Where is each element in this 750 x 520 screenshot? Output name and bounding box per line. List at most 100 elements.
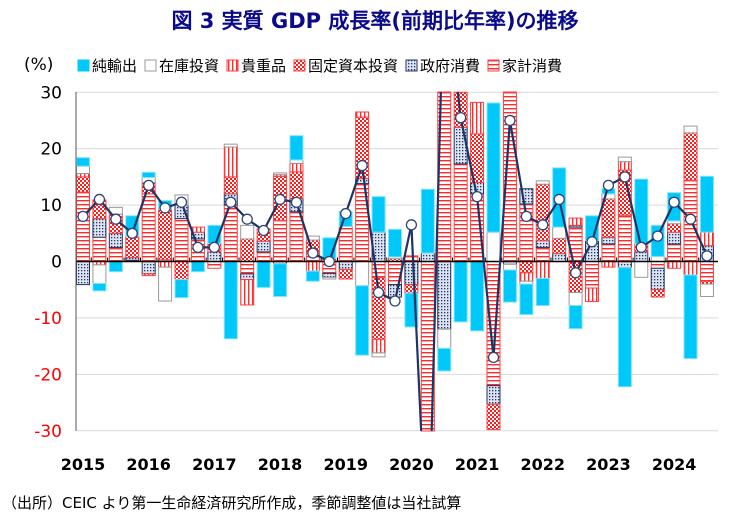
bar-stack (699, 175, 714, 297)
legend-label: 政府消費 (420, 57, 480, 75)
bar-household (617, 214, 632, 262)
bar-stack (552, 167, 567, 263)
footnote: （出所）CEIC より第一生命経済研究所作成，季節調整値は当社試算 (2, 494, 461, 512)
gdp-growth-line-segment (410, 224, 423, 432)
bar-fixed (650, 289, 665, 298)
bar-net_exports (387, 228, 402, 258)
bar-stack (174, 194, 189, 299)
gdp-point (93, 193, 106, 206)
bar-inventory (650, 255, 665, 262)
gdp-point (323, 255, 335, 268)
gdp-growth-line-segment (689, 218, 708, 257)
gdp-point (208, 241, 221, 254)
bar-net_exports (683, 274, 698, 360)
bar-household (256, 251, 271, 262)
bar-fixed (338, 268, 353, 280)
gdp-point (487, 351, 500, 364)
x-year-label: 2018 (258, 455, 303, 474)
bar-stack (355, 111, 370, 356)
bar-fixed (667, 223, 682, 233)
bar-net_exports (273, 263, 288, 297)
bar-gov (634, 251, 649, 262)
gdp-point (307, 247, 319, 259)
bar-inventory (305, 235, 320, 241)
bar-stack (634, 178, 649, 278)
bar-inventory (76, 165, 90, 174)
legend-swatch-household (487, 59, 500, 72)
bar-net_exports (486, 102, 501, 233)
x-year-label: 2023 (586, 455, 631, 474)
bar-net_exports (174, 279, 189, 299)
y-tick-label: -30 (34, 422, 62, 442)
gdp-point (684, 213, 697, 225)
y-tick-label: -20 (34, 365, 62, 385)
bar-net_exports (470, 261, 485, 332)
bar-inventory (486, 231, 501, 262)
bar-net_exports (355, 285, 370, 356)
bar-gov (207, 251, 222, 262)
legend-swatch-net_exports (77, 59, 90, 72)
legend-label: 固定資本投資 (308, 57, 398, 75)
bar-valuables (76, 172, 90, 178)
bar-net_exports (519, 283, 534, 316)
bar-gov (650, 267, 665, 291)
bar-fixed (552, 237, 567, 255)
bar-net_exports (305, 270, 320, 282)
bar-inventory (502, 263, 517, 271)
bar-valuables (355, 111, 370, 118)
bar-gov (552, 253, 567, 263)
gdp-point (652, 230, 664, 242)
bar-net_exports (92, 283, 107, 292)
bar-gov (108, 232, 123, 248)
y-tick-label: 20 (40, 140, 62, 160)
bar-valuables (585, 287, 600, 303)
bar-gov (387, 284, 402, 298)
gdp-point (504, 114, 516, 127)
gdp-point (602, 179, 615, 191)
legend-label: 在庫投資 (159, 57, 219, 75)
bar-household (338, 226, 353, 262)
gdp-growth-line-segment (508, 120, 528, 217)
bar-stack (92, 199, 107, 292)
bar-fixed (174, 261, 189, 281)
gdp-growth-line-segment (574, 241, 593, 274)
bar-household (667, 243, 682, 262)
bar-valuables (470, 101, 485, 135)
legend-swatch-gov (405, 59, 418, 72)
gdp-point (241, 213, 253, 225)
gdp-point (569, 267, 582, 279)
bar-inventory (617, 156, 632, 163)
bar-net_exports (76, 157, 90, 167)
bar-inventory (92, 264, 107, 285)
bar-household (92, 236, 107, 262)
legend: 純輸出 在庫投資 貴重品 固定資本投資 政府消費 家計消費 (77, 57, 562, 75)
bar-household (699, 261, 714, 282)
legend-label: 家計消費 (502, 57, 562, 75)
bar-valuables (305, 261, 320, 272)
bar-net_exports (535, 277, 550, 307)
bar-valuables (617, 161, 632, 171)
bar-inventory (289, 159, 304, 164)
y-axis-unit: (%) (24, 55, 53, 75)
gdp-point (274, 193, 286, 206)
gdp-growth-line-segment (180, 201, 199, 248)
y-tick-label: 0 (51, 253, 62, 273)
gdp-point (159, 202, 171, 214)
bar-net_exports (256, 261, 271, 288)
gdp-point (175, 196, 188, 208)
gdp-point (110, 213, 122, 225)
y-tick-label: -10 (34, 309, 62, 329)
bar-gov (256, 240, 271, 253)
bar-inventory (552, 226, 567, 239)
chart-title: 図 3 実質 GDP 成長率(前期比年率)の推移 (171, 9, 578, 33)
bar-net_exports (634, 178, 649, 244)
y-tick-label: 10 (40, 196, 62, 216)
bar-household (585, 261, 600, 289)
bar-household (650, 261, 665, 269)
gdp-growth-line-segment (492, 120, 512, 358)
bar-household (108, 246, 123, 262)
legend-swatch-valuables (226, 59, 239, 72)
bar-net_exports (223, 261, 238, 340)
bar-stack (486, 102, 501, 431)
legend-swatch-inventory (144, 59, 157, 72)
